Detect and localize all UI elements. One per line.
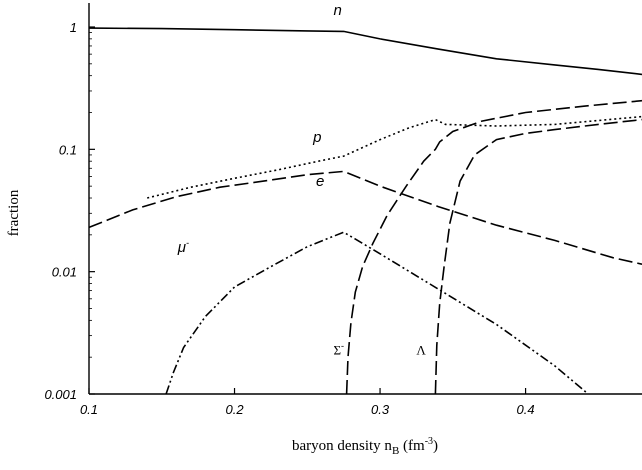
curve-label-sup: -	[186, 238, 189, 248]
curve-label-text: n	[333, 2, 341, 19]
y-tick-label: 0.001	[44, 387, 77, 402]
x-tick-label: 0.1	[80, 402, 98, 417]
x-axis-label-unit: (fm	[399, 438, 425, 454]
x-tick-label: 0.4	[517, 402, 535, 417]
x-axis-label-unit-sup: -3	[425, 436, 433, 447]
series-3-line	[165, 231, 589, 394]
series-5-line	[434, 118, 642, 394]
plot-area	[89, 27, 642, 394]
series-1-line	[147, 115, 642, 199]
curve-label-sup: -	[341, 341, 344, 351]
series-2-line	[89, 170, 642, 265]
ticks: 0.1 0.2 0.3 0.4 1 0.1 0.01 0.001	[44, 20, 534, 417]
series-0-line	[89, 27, 642, 76]
x-tick-label: 0.3	[371, 402, 390, 417]
curve-label-text: e	[316, 173, 324, 190]
y-tick-label: 0.1	[59, 142, 77, 157]
x-axis-label: baryon density nB (fm-3)	[292, 436, 438, 457]
y-axis-label: fraction	[6, 189, 22, 236]
curve-label-text: Σ	[333, 343, 341, 358]
curve-label-text: Λ	[416, 343, 426, 358]
x-tick-label: 0.2	[225, 402, 244, 417]
x-axis-label-unit-close: )	[433, 438, 438, 454]
axes	[88, 3, 642, 395]
curve-label: Σ-	[333, 341, 344, 358]
curve-label-text: p	[312, 129, 321, 146]
series-4-line	[345, 99, 642, 394]
curve-label: e	[316, 173, 324, 190]
x-axis-label-main: baryon density n	[292, 438, 392, 454]
curve-label: μ-	[177, 238, 189, 256]
y-tick-label: 0.01	[52, 265, 77, 280]
y-tick-label: 1	[70, 20, 77, 35]
curve-label: Λ	[416, 343, 426, 358]
curve-label: p	[312, 129, 321, 146]
x-axis-label-sub: B	[392, 445, 399, 457]
curve-label-text: μ	[177, 239, 186, 256]
curve-label: n	[333, 2, 341, 19]
